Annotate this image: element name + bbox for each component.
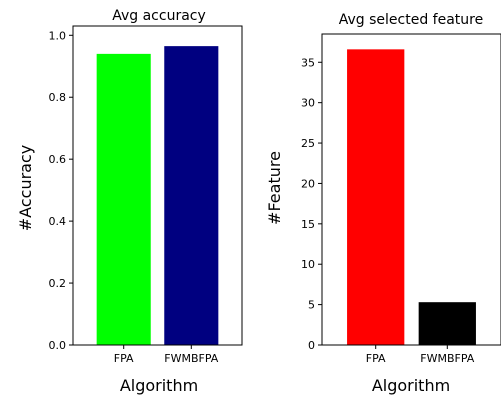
y-tick-label: 20 bbox=[301, 177, 315, 190]
accuracy-chart: Avg accuracy 0.0 0.2 0.4 0.6 0.8 1.0 FPA FWMBF… bbox=[16, 8, 243, 395]
y-tick-label: 10 bbox=[301, 258, 315, 271]
y-tick-label: 30 bbox=[301, 97, 315, 110]
x-tick-label: FPA bbox=[366, 352, 386, 365]
y-axis-ticks: 0.0 0.2 0.4 0.6 0.8 1.0 bbox=[49, 29, 73, 352]
x-tick-label: FPA bbox=[114, 352, 134, 365]
x-axis-ticks: FPA FWMBFPA bbox=[366, 345, 475, 365]
chart-title: Avg accuracy bbox=[112, 8, 206, 24]
y-tick-label: 0.0 bbox=[49, 339, 67, 352]
bars-group bbox=[347, 49, 476, 345]
y-tick-label: 5 bbox=[308, 299, 315, 312]
y-tick-label: 0.4 bbox=[49, 215, 67, 228]
y-tick-label: 1.0 bbox=[49, 29, 67, 42]
plot-frame bbox=[321, 33, 501, 346]
y-tick-label: 25 bbox=[301, 137, 315, 150]
y-tick-label: 35 bbox=[301, 56, 315, 69]
x-tick-label: FWMBFPA bbox=[164, 352, 218, 365]
y-tick-label: 0 bbox=[308, 339, 315, 352]
y-tick-label: 0.2 bbox=[49, 277, 67, 290]
y-axis-label: #Accuracy bbox=[16, 145, 35, 231]
bars-group bbox=[96, 46, 219, 346]
y-tick-label: 15 bbox=[301, 218, 315, 231]
y-axis-ticks: 0 5 10 15 20 25 30 35 bbox=[301, 56, 322, 352]
x-tick-label: FWMBFPA bbox=[420, 352, 474, 365]
plot-frame bbox=[72, 25, 243, 346]
x-axis-label: Algorithm bbox=[120, 376, 198, 395]
y-axis-label: #Feature bbox=[265, 151, 284, 225]
y-tick-label: 0.8 bbox=[49, 91, 67, 104]
x-axis-ticks: FPA FWMBFPA bbox=[114, 345, 219, 365]
bar-fwmbfpa bbox=[418, 302, 476, 345]
y-tick-label: 0.6 bbox=[49, 153, 67, 166]
x-axis-label: Algorithm bbox=[372, 376, 450, 395]
chart-title: Avg selected feature bbox=[339, 12, 483, 28]
bar-fwmbfpa bbox=[164, 46, 219, 345]
bar-fpa bbox=[96, 53, 151, 346]
bar-fpa bbox=[347, 49, 405, 345]
